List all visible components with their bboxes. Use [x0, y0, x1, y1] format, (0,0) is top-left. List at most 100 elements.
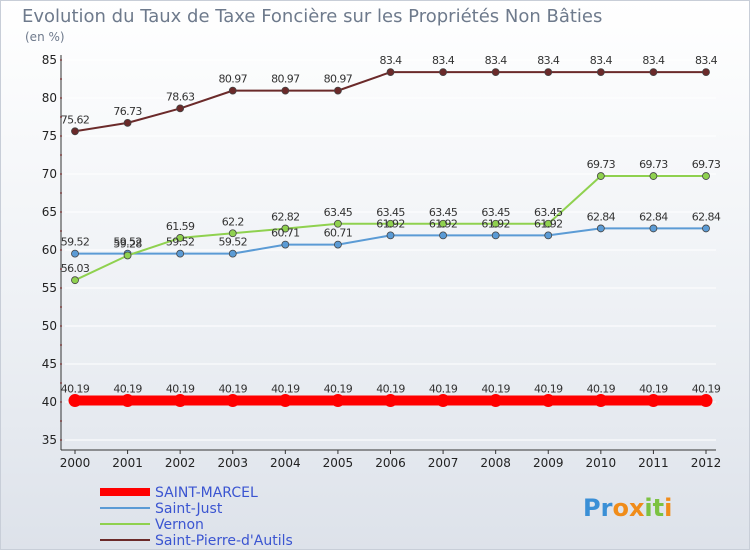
data-point-3-2006 [386, 68, 395, 77]
logo-letter-4: i [644, 494, 652, 522]
data-point-3-2003 [228, 86, 237, 95]
data-label-0-2007: 40.19 [429, 383, 458, 396]
data-label-1-2007: 61.92 [429, 217, 458, 230]
data-label-1-2000: 59.52 [61, 236, 90, 249]
x-tick-label-2003: 2003 [217, 456, 248, 470]
data-point-2-2011 [649, 172, 658, 180]
data-point-3-2010 [596, 68, 605, 77]
data-label-0-2005: 40.19 [324, 383, 353, 396]
data-label-3-2006: 83.4 [379, 54, 402, 67]
y-tick-label-70: 70 [42, 167, 57, 181]
data-label-3-2008: 83.4 [485, 54, 508, 67]
data-label-layer: 40.19 40.19 40.19 40.19 40.19 40.19 40.19 40.19… [61, 54, 722, 396]
grid-layer [65, 59, 716, 441]
data-point-1-2009 [544, 231, 553, 240]
data-point-3-2001 [123, 118, 132, 127]
data-point-2-2005 [334, 219, 342, 228]
data-point-3-2002 [176, 104, 185, 113]
data-label-2-2005: 63.45 [324, 206, 353, 219]
data-label-2-2012: 69.73 [692, 158, 721, 171]
legend: SAINT-MARCELSaint-JustVernonSaint-Pierre… [100, 485, 293, 549]
data-label-2-2006: 63.45 [376, 206, 405, 219]
data-point-3-2005 [334, 86, 342, 95]
logo-letter-2: o [612, 494, 629, 522]
data-point-3-2011 [649, 68, 658, 77]
data-label-0-2003: 40.19 [219, 383, 248, 396]
logo-text: Proxiti [583, 494, 672, 522]
x-tick-label-2005: 2005 [323, 456, 354, 470]
data-point-0-2011 [646, 394, 660, 408]
data-label-2-2004: 62.82 [271, 211, 300, 224]
data-point-1-2006 [386, 231, 395, 240]
chart-title: Evolution du Taux de Taxe Foncière sur l… [22, 6, 602, 27]
y-tick-label-55: 55 [42, 281, 57, 295]
data-point-0-2012 [699, 394, 713, 408]
data-label-0-2011: 40.19 [639, 383, 668, 396]
data-label-1-2006: 61.92 [376, 217, 405, 230]
x-tick-label-2011: 2011 [638, 456, 669, 470]
data-point-0-2009 [541, 394, 555, 408]
data-label-1-2012: 62.84 [692, 210, 721, 223]
data-label-1-2009: 61.92 [534, 217, 563, 230]
data-label-0-2000: 40.19 [61, 383, 90, 396]
data-label-1-2001: 59.52 [113, 236, 142, 249]
data-label-1-2002: 59.52 [166, 236, 195, 249]
data-point-1-2007 [439, 231, 447, 240]
y-tick-label-80: 80 [42, 91, 57, 105]
x-tick-label-2010: 2010 [586, 456, 617, 470]
data-point-0-2004 [278, 394, 292, 408]
data-point-1-2002 [176, 249, 185, 258]
data-point-3-2007 [439, 68, 447, 77]
y-tick-label-45: 45 [42, 357, 57, 371]
data-label-0-2004: 40.19 [271, 383, 300, 396]
data-label-3-2012: 83.4 [695, 54, 718, 67]
axis-layer: 35 40 45 50 55 60 65 70 75 80 85 2000 2001 2002 2003 20… [42, 53, 722, 470]
data-point-1-2011 [649, 224, 658, 233]
y-tick-label-85: 85 [42, 53, 57, 67]
data-point-0-2000 [68, 394, 82, 408]
data-point-1-2010 [596, 224, 605, 233]
chart-subtitle: (en %) [25, 30, 65, 44]
data-point-3-2008 [491, 68, 500, 77]
data-label-3-2010: 83.4 [590, 54, 613, 67]
data-point-0-2002 [173, 394, 187, 408]
legend-label-1: Saint-Just [155, 501, 223, 517]
legend-label-3: Saint-Pierre-d'Autils [155, 533, 293, 549]
legend-label-2: Vernon [155, 517, 204, 533]
x-tick-label-2004: 2004 [270, 456, 301, 470]
data-point-0-2010 [594, 394, 608, 408]
x-tick-label-2007: 2007 [428, 456, 459, 470]
data-point-2-2000 [71, 276, 79, 285]
logo-letter-6: i [664, 494, 672, 522]
data-label-0-2008: 40.19 [481, 383, 510, 396]
data-point-2-2008 [491, 219, 500, 228]
data-point-0-2007 [436, 394, 450, 408]
data-point-2-2010 [596, 172, 605, 180]
x-tick-label-2000: 2000 [60, 456, 91, 470]
data-point-2-2003 [228, 229, 237, 238]
data-point-1-2008 [491, 231, 500, 240]
x-tick-label-2006: 2006 [375, 456, 406, 470]
data-point-2-2001 [123, 251, 132, 260]
data-label-3-2000: 75.62 [61, 113, 90, 126]
data-label-0-2009: 40.19 [534, 383, 563, 396]
data-point-2-2004 [281, 224, 290, 233]
logo-letter-3: x [629, 494, 645, 522]
data-label-2-2000: 56.03 [61, 262, 90, 275]
data-label-3-2004: 80.97 [271, 73, 300, 86]
data-point-2-2012 [702, 172, 710, 180]
data-label-0-2002: 40.19 [166, 383, 195, 396]
data-point-1-2005 [334, 240, 342, 249]
data-label-3-2002: 78.63 [166, 90, 195, 103]
data-label-0-2006: 40.19 [376, 383, 405, 396]
data-point-0-2006 [384, 394, 397, 408]
data-label-1-2003: 59.52 [219, 236, 248, 249]
data-label-1-2005: 60.71 [324, 227, 353, 240]
x-tick-label-2009: 2009 [533, 456, 564, 470]
y-tick-label-65: 65 [42, 205, 57, 219]
x-tick-label-2012: 2012 [691, 456, 722, 470]
proxiti-logo: Proxiti [583, 494, 672, 522]
y-tick-label-60: 60 [42, 243, 57, 257]
logo-letter-1: r [601, 494, 613, 522]
